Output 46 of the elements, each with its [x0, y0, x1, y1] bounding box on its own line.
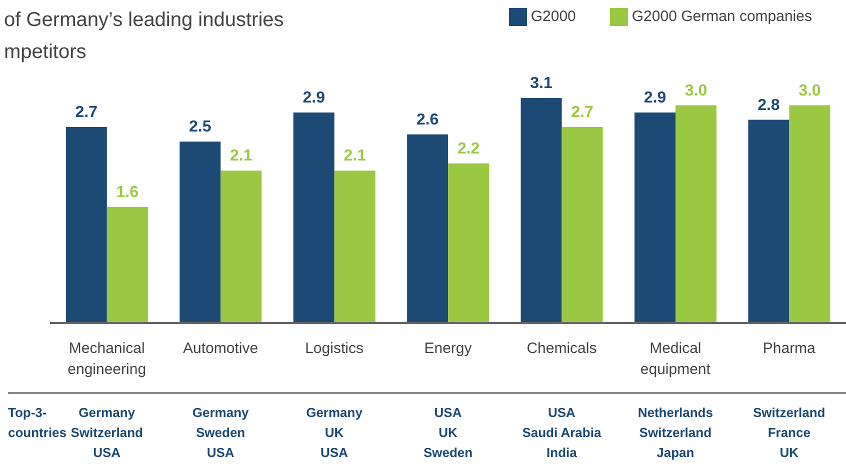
bar — [634, 112, 676, 323]
bar — [520, 98, 562, 323]
text: Germany UK USA — [305, 404, 364, 462]
bar — [562, 127, 603, 323]
x-tick-label: Medical equipment — [640, 340, 712, 378]
x-tick-label: Energy — [424, 340, 472, 357]
text: Germany Sweden USA — [191, 404, 250, 462]
bar — [66, 127, 107, 323]
bar — [334, 170, 376, 323]
legend-label: G2000 German companies — [632, 8, 812, 25]
text: Top-3-countries — [8, 404, 67, 442]
bar — [748, 120, 790, 323]
data-label: 2.9 — [644, 90, 666, 107]
x-tick-label: Logistics — [305, 340, 364, 357]
data-label: 2.7 — [75, 104, 98, 122]
text: USA UK Sweden — [422, 404, 474, 462]
bar — [220, 170, 262, 323]
text: USA Saudi Arabia India — [521, 404, 602, 462]
bar — [448, 163, 490, 323]
x-tick-label: Automotive — [183, 340, 258, 357]
data-label: 3.0 — [684, 82, 708, 100]
chart-title: of Germany’s leading industries mpetitors — [4, 8, 284, 65]
data-label: 2.5 — [189, 118, 212, 136]
text: Germany Switzerland USA — [70, 405, 143, 460]
bar — [106, 206, 148, 323]
data-label: 2.9 — [302, 90, 326, 107]
x-tick-label: Pharma — [762, 340, 816, 357]
bar — [789, 105, 830, 323]
bar — [293, 112, 334, 323]
data-label: 2.1 — [230, 148, 252, 165]
data-label: 3.1 — [530, 75, 552, 92]
data-label: 3.0 — [798, 82, 821, 100]
data-label: 2.1 — [344, 148, 366, 165]
bar — [407, 134, 448, 323]
x-tick-label: Mechanical engineering — [68, 340, 146, 378]
data-label: 2.8 — [758, 96, 780, 114]
data-label: 1.6 — [116, 184, 139, 201]
text: Netherlands Switzerland Japan — [636, 404, 714, 462]
legend-label: G2000 — [530, 8, 576, 25]
data-label: 2.6 — [416, 111, 439, 128]
x-tick-label: Chemicals — [526, 340, 597, 357]
data-label: 2.2 — [457, 140, 480, 158]
text: Switzerland France UK — [752, 404, 826, 462]
data-label: 2.7 — [571, 104, 594, 122]
bar — [180, 142, 221, 323]
bar — [675, 105, 716, 323]
